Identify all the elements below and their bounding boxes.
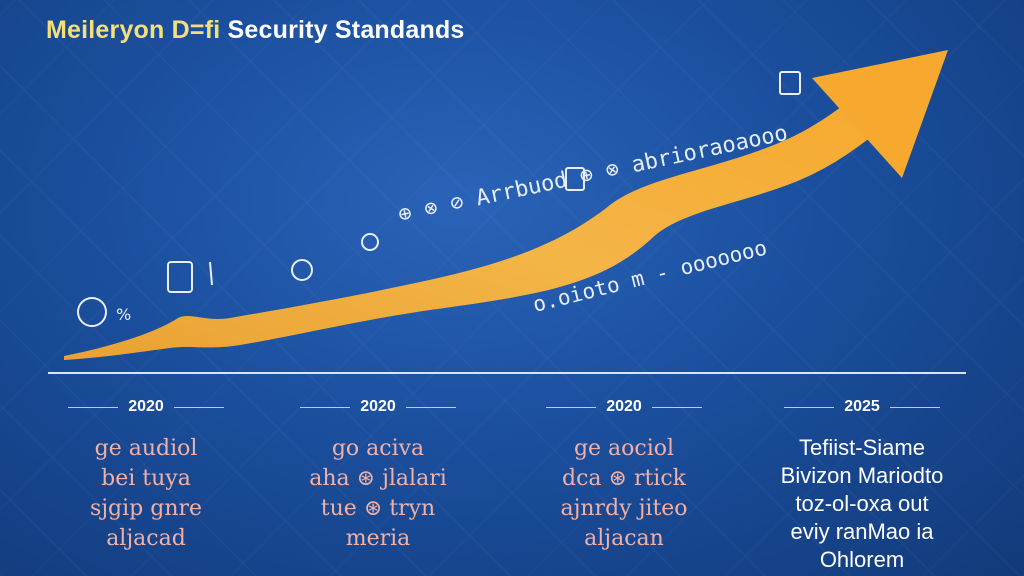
- description-line: ge audiol: [94, 436, 198, 461]
- timeline-axis: [48, 372, 966, 374]
- timeline-milestone-1: 2020 ge audiol bei tuya sjgip gnre aljac…: [36, 392, 256, 554]
- description-line: go aciva: [331, 436, 425, 461]
- year-rule-left: [546, 406, 597, 408]
- description-line: Bivizon Mariodto: [780, 463, 944, 488]
- year-rule-left: [300, 406, 351, 408]
- arrow-head: [812, 50, 948, 178]
- description-line: bei tuya: [101, 466, 191, 491]
- doodle-icons: %: [77, 71, 801, 327]
- description-line: ajnrdy jiteo: [560, 496, 688, 521]
- description-line: eviy ranMao ia: [790, 519, 934, 544]
- milestone-year: 2020: [128, 398, 164, 415]
- milestone-year: 2020: [360, 398, 396, 415]
- year-rule-right: [173, 406, 224, 408]
- description-line: dca ⊛ rtick: [562, 466, 686, 491]
- svg-text:%: %: [116, 305, 131, 324]
- year-rule-right: [651, 406, 702, 408]
- milestone-description: ge aociol dca ⊛ rtick ajnrdy jiteo aljac…: [514, 434, 734, 554]
- title-rest: Security Standands: [220, 16, 465, 44]
- key-icon: [209, 261, 213, 286]
- milestone-description: go aciva aha ⊛ jlalari tue ⊛ tryn meria: [268, 434, 488, 554]
- description-line: Tefiist-Siame: [799, 435, 925, 460]
- shield-icon: [565, 167, 585, 191]
- description-line: meria: [345, 526, 411, 551]
- clipboard-icon: [779, 71, 801, 95]
- year-rule-right: [889, 406, 940, 408]
- year-rule-left: [68, 406, 119, 408]
- milestone-description: Tefiist-Siame Bivizon Mariodto toz-ol-ox…: [752, 434, 972, 574]
- description-line: aljacad: [106, 526, 186, 551]
- description-line: aljacan: [584, 526, 664, 551]
- lock-icon: [361, 233, 379, 251]
- timeline-milestone-3: 2020 ge aociol dca ⊛ rtick ajnrdy jiteo …: [514, 392, 734, 554]
- growth-ribbon: [64, 100, 882, 360]
- year-rule-left: [784, 406, 835, 408]
- timeline-milestone-2: 2020 go aciva aha ⊛ jlalari tue ⊛ tryn m…: [268, 392, 488, 554]
- milestone-description: ge audiol bei tuya sjgip gnre aljacad: [36, 434, 256, 554]
- description-line: sjgip gnre: [89, 496, 203, 521]
- milestone-year: 2020: [606, 398, 642, 415]
- description-line: Ohlorem: [819, 547, 905, 572]
- gear-icon: [291, 259, 313, 281]
- year-rule-right: [405, 406, 456, 408]
- badge-icon: [77, 297, 107, 327]
- description-line: aha ⊛ jlalari: [309, 466, 447, 491]
- document-icon: [167, 261, 193, 293]
- milestone-year: 2025: [844, 398, 880, 415]
- description-line: toz-ol-oxa out: [795, 491, 929, 516]
- description-line: tue ⊛ tryn: [320, 496, 436, 521]
- page-title: Meileryon D=fi Security Standands: [46, 16, 465, 45]
- timeline-milestone-4: 2025 Tefiist-Siame Bivizon Mariodto toz-…: [752, 392, 972, 574]
- title-highlight: Meileryon D=fi: [46, 16, 221, 44]
- description-line: ge aociol: [573, 436, 675, 461]
